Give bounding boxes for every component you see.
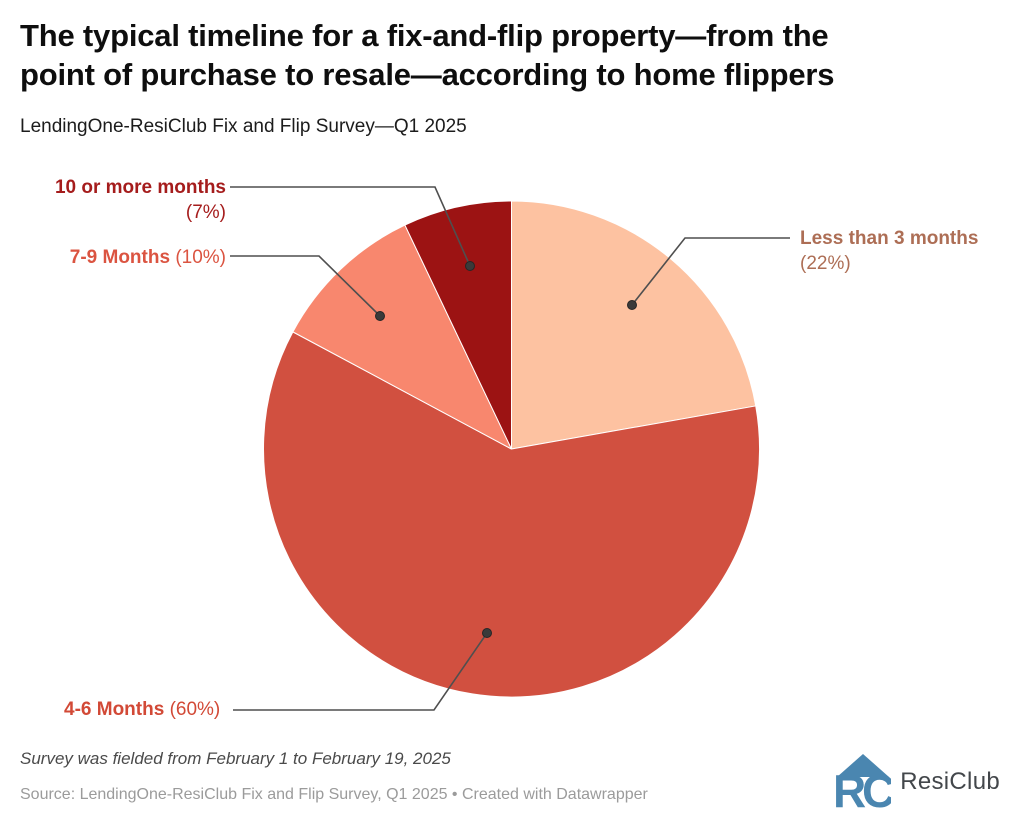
survey-note: Survey was fielded from February 1 to Fe… xyxy=(20,749,451,768)
chart-title: The typical timeline for a fix-and-flip … xyxy=(20,16,1000,94)
slice-label-10-or-more-months: 10 or more months (7%) xyxy=(0,175,226,225)
slice-label-pct: (7%) xyxy=(185,202,226,223)
slice-label-pct: (22%) xyxy=(800,253,851,274)
leader-dot xyxy=(465,261,475,271)
pie-slice-less-than-3-months[interactable] xyxy=(511,200,757,450)
pie-slice-7-9-months[interactable] xyxy=(292,224,512,450)
slice-label-text: 10 or more months xyxy=(54,177,226,198)
chart-title-line1: The typical timeline for a fix-and-flip … xyxy=(20,18,829,53)
slice-label-pct: (60%) xyxy=(169,699,221,720)
resiclub-logo-icon: R C xyxy=(835,754,891,811)
leader-dot xyxy=(627,300,637,310)
leader-dot xyxy=(482,628,492,638)
leader-line xyxy=(230,255,381,317)
source-line: Source: LendingOne-ResiClub Fix and Flip… xyxy=(20,786,648,803)
slice-label-text: 7-9 Months xyxy=(69,247,171,268)
slice-label-4-6-months: 4-6 Months (60%) xyxy=(64,697,220,722)
slice-label-7-9-months: 7-9 Months (10%) xyxy=(0,245,226,270)
pie-slice-4-6-months[interactable] xyxy=(263,331,760,698)
brand-logo: R C ResiClub xyxy=(835,753,1000,811)
slice-label-pct: (10%) xyxy=(175,247,226,268)
svg-text:R: R xyxy=(835,765,866,811)
leader-line xyxy=(230,186,471,267)
leader-line xyxy=(631,237,790,306)
pie-slice-10-or-more-months[interactable] xyxy=(404,200,512,450)
brand-name: ResiClub xyxy=(900,768,1000,795)
svg-text:C: C xyxy=(862,765,891,811)
chart-subtitle: LendingOne-ResiClub Fix and Flip Survey—… xyxy=(20,116,467,137)
leader-dot xyxy=(375,311,385,321)
chart-title-line2: point of purchase to resale—according to… xyxy=(20,57,835,92)
slice-label-text: Less than 3 months xyxy=(800,228,979,249)
leader-line xyxy=(233,632,488,711)
slice-label-text: 4-6 Months xyxy=(64,699,165,720)
slice-label-less-than-3-months: Less than 3 months (22%) xyxy=(800,226,978,276)
